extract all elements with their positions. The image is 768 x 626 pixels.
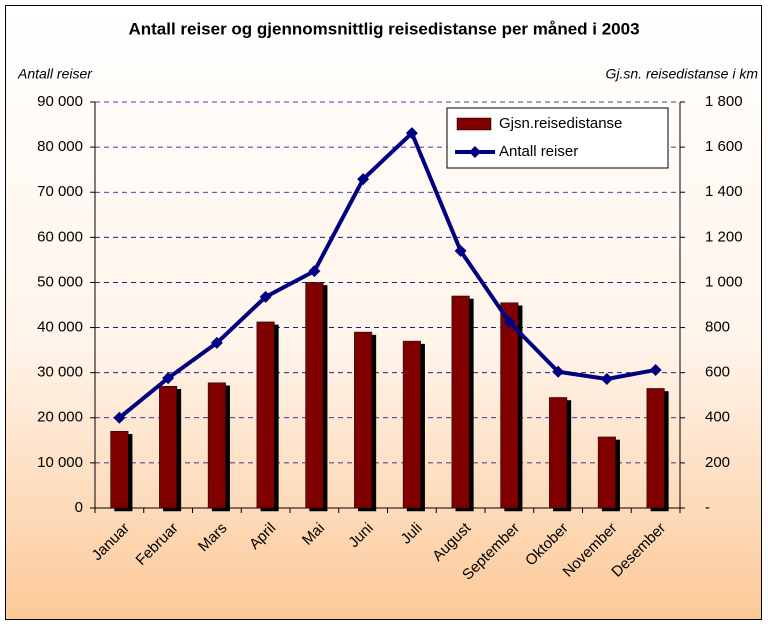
- bar: [354, 331, 373, 509]
- chart-title: Antall reiser og gjennomsnittlig reisedi…: [128, 19, 639, 38]
- legend-swatch: [469, 146, 481, 158]
- bar: [549, 397, 568, 509]
- line-marker: [357, 173, 370, 186]
- y2-axis-title: Gj.sn. reisedistanse i km: [606, 66, 759, 82]
- y-tick-label: 0: [75, 499, 83, 516]
- line: [118, 131, 656, 420]
- y2-tick-label: 600: [705, 364, 730, 381]
- bar: [110, 431, 129, 509]
- legend-label: Antall reiser: [499, 143, 578, 160]
- y2-tick-label: 800: [705, 319, 730, 336]
- y-tick-label: 30 000: [37, 364, 83, 381]
- line-marker: [308, 265, 321, 278]
- y2-tick-label: 1 200: [705, 228, 743, 245]
- y-tick-label: 90 000: [37, 93, 83, 110]
- line-marker: [454, 244, 467, 257]
- y2-tick-label: 1 600: [705, 138, 743, 155]
- bar: [500, 302, 519, 509]
- legend-label: Gjsn.reisedistanse: [499, 115, 622, 132]
- bar: [207, 382, 226, 509]
- line-marker: [552, 365, 565, 378]
- legend-swatch: [456, 117, 492, 131]
- y2-tick-label: 400: [705, 409, 730, 426]
- line-marker: [649, 363, 662, 376]
- bar: [597, 436, 616, 509]
- y-axis-title: Antall reiser: [17, 66, 93, 82]
- bar: [402, 340, 421, 509]
- y-tick-label: 10 000: [37, 454, 83, 471]
- y-tick-label: 20 000: [37, 409, 83, 426]
- y-tick-label: 60 000: [37, 228, 83, 245]
- y2-tick-label: 1 000: [705, 273, 743, 290]
- line-marker: [259, 290, 272, 303]
- y2-tick-label: 200: [705, 454, 730, 471]
- y2-tick-label: 1 400: [705, 183, 743, 200]
- line-marker: [162, 372, 175, 385]
- bar: [305, 282, 324, 509]
- bar: [159, 385, 178, 509]
- line-marker: [210, 336, 223, 349]
- bar: [451, 295, 470, 509]
- line-marker: [503, 316, 516, 329]
- y-tick-label: 40 000: [37, 319, 83, 336]
- y-tick-label: 50 000: [37, 273, 83, 290]
- bar: [646, 388, 665, 509]
- line-marker: [405, 127, 418, 140]
- bar: [256, 321, 275, 509]
- y-tick-label: 80 000: [37, 138, 83, 155]
- y2-tick-label: 1 800: [705, 93, 743, 110]
- y2-tick-label: -: [705, 499, 710, 516]
- line-marker: [600, 372, 613, 385]
- y-tick-label: 70 000: [37, 183, 83, 200]
- line-marker: [113, 411, 126, 424]
